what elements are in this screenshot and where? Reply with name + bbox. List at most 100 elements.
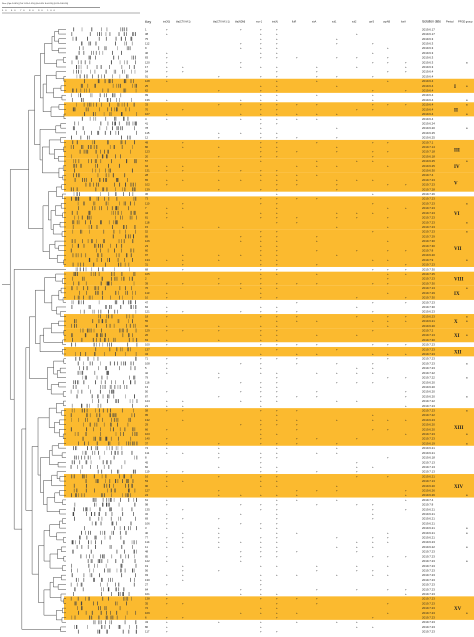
key-cell: 36 [145,192,149,196]
gene-mark: + [166,399,168,403]
key-cell: 120 [145,60,150,64]
key-cell: 38 [145,32,149,36]
gene-mark: + [405,376,407,380]
isolation-date: 2019.6.4 [422,107,434,111]
isolation-date: 2019.6.3 [422,56,434,60]
key-cell: 61 [145,498,149,502]
header-gene-3: bla(CTX-M-1-1) [213,21,230,24]
gene-mark: + [260,154,262,158]
key-cell: 12 [145,136,149,140]
isolation-date: 2019.6.20 [422,253,435,257]
period-mark: a [466,201,468,205]
key-cell: 20 [145,154,149,158]
gene-mark: + [316,65,318,69]
gene-mark: + [276,526,278,530]
isolation-date: 2019.7.23 [422,592,435,596]
header-gene-1: tet(X3) [163,21,170,24]
isolation-date: 2019.6.23 [422,418,435,422]
gene-mark: + [240,112,242,116]
isolation-date: 2019.6.23 [422,310,435,314]
key-cell: 124 [145,399,150,403]
header-gene-5: mcr-1 [256,21,263,24]
gene-mark: + [405,493,407,497]
gene-mark: + [356,314,358,318]
gene-mark: + [276,220,278,224]
gene-mark: + [296,357,298,361]
header-gene-7: floR [292,21,297,24]
key-cell: 55 [145,319,149,323]
gene-mark: + [218,258,220,262]
gene-mark: + [260,526,262,530]
gene-mark: + [296,394,298,398]
gene-mark: + [276,554,278,558]
gene-mark: + [240,281,242,285]
gene-mark: + [387,540,389,544]
gene-mark: + [356,503,358,507]
isolation-date: 2019.7.23 [422,211,435,215]
gene-mark: + [240,512,242,516]
isolation-date: 2019.6.23 [422,540,435,544]
gene-mark: + [260,324,262,328]
isolation-date: 2019.7.30 [422,239,435,243]
gene-mark: + [336,150,338,154]
highlight-bands [64,78,474,620]
isolation-date: 2019.6.21 [422,507,435,511]
gene-mark: + [372,107,374,111]
gene-mark: + [336,112,338,116]
gene-mark: + [218,568,220,572]
highlight-band-10 [64,314,474,329]
isolation-date: 2019.7.13 [422,460,435,464]
key-cell: 139 [145,187,150,191]
gene-mark: + [387,611,389,615]
isolation-date: 2019.7.22 [422,376,435,380]
gene-mark: + [218,441,220,445]
gene-mark: + [276,93,278,97]
highlight-band-5 [64,172,474,192]
gene-mark: + [166,60,168,64]
gene-mark: + [296,343,298,347]
key-cell: 128 [145,79,150,83]
isolation-date: 2019.7.23 [422,630,435,634]
gene-mark: + [296,173,298,177]
gene-mark: + [276,441,278,445]
gene-mark: + [296,437,298,441]
gene-mark: + [336,380,338,384]
gene-mark: + [260,121,262,125]
gene-mark: + [296,220,298,224]
key-cell: 135 [145,507,150,511]
gene-mark: + [218,178,220,182]
isolation-date: 2019.7.22 [422,371,435,375]
gene-mark: + [316,451,318,455]
key-cell: 86 [145,145,149,149]
gene-mark: + [387,103,389,107]
gene-mark: + [316,93,318,97]
gene-mark: + [387,418,389,422]
gene-mark: + [182,531,184,535]
gene-mark: + [218,154,220,158]
gene-mark: + [260,578,262,582]
period-mark: a [466,531,468,535]
gene-mark: + [182,253,184,257]
gene-mark: + [336,225,338,229]
gene-mark: + [336,446,338,450]
gene-mark: + [260,357,262,361]
highlight-band-2 [64,102,474,117]
gene-mark: + [260,366,262,370]
key-cell: 132 [145,418,150,422]
gene-mark: + [240,559,242,563]
gene-mark: + [276,347,278,351]
key-cell: 77 [145,536,149,540]
gene-mark: + [405,296,407,300]
key-cell: 64 [145,587,149,591]
key-cell: 106 [145,521,150,525]
header-gene-10: sul2 [352,21,357,24]
isolation-date: 2019.7.23 [422,587,435,591]
gene-mark: + [372,41,374,45]
header-gene-8: strA [312,21,317,24]
key-cell: 2 [145,277,147,281]
gene-mark: + [387,427,389,431]
gene-mark: + [276,140,278,144]
gene-mark: + [260,465,262,469]
gene-mark: + [372,343,374,347]
isolation-date: 2019.7.23 [422,183,435,187]
